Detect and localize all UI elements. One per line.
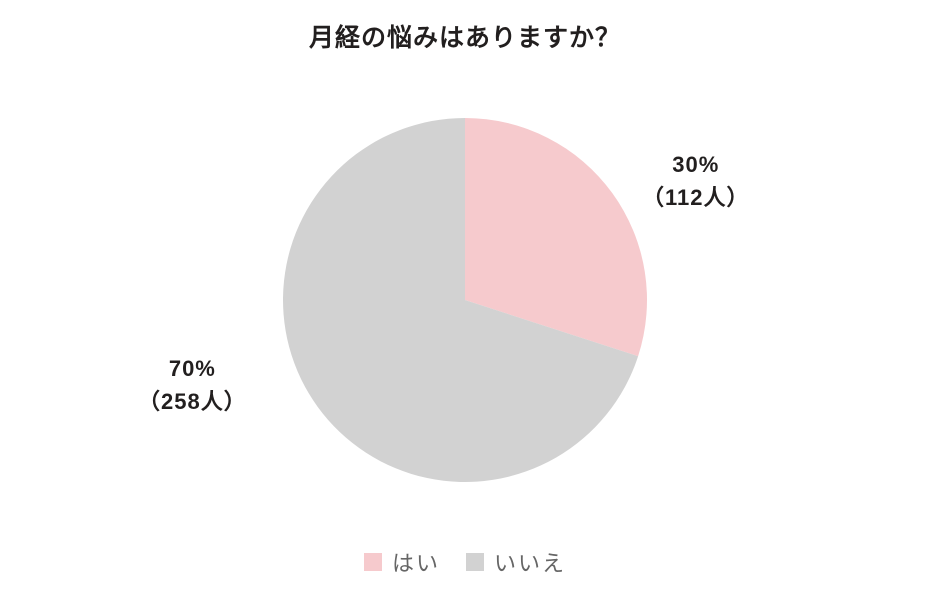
- legend-item-yes: はい: [364, 546, 440, 578]
- pie-svg: [283, 118, 647, 482]
- legend: はい いいえ: [0, 546, 930, 578]
- slice-label-no-line1: 70%: [138, 352, 247, 385]
- slice-label-yes-line1: 30%: [642, 148, 750, 181]
- legend-label-yes: はい: [392, 546, 440, 578]
- slice-label-yes: 30% （112人）: [642, 148, 750, 214]
- slice-label-no-line2: （258人）: [138, 385, 247, 418]
- legend-item-no: いいえ: [466, 546, 566, 578]
- pie-chart: [283, 118, 647, 482]
- legend-swatch-yes: [364, 553, 382, 571]
- slice-label-no: 70% （258人）: [138, 352, 247, 418]
- slice-label-yes-line2: （112人）: [642, 181, 750, 214]
- legend-swatch-no: [466, 553, 484, 571]
- legend-label-no: いいえ: [494, 546, 566, 578]
- chart-title: 月経の悩みはありますか？: [0, 18, 930, 54]
